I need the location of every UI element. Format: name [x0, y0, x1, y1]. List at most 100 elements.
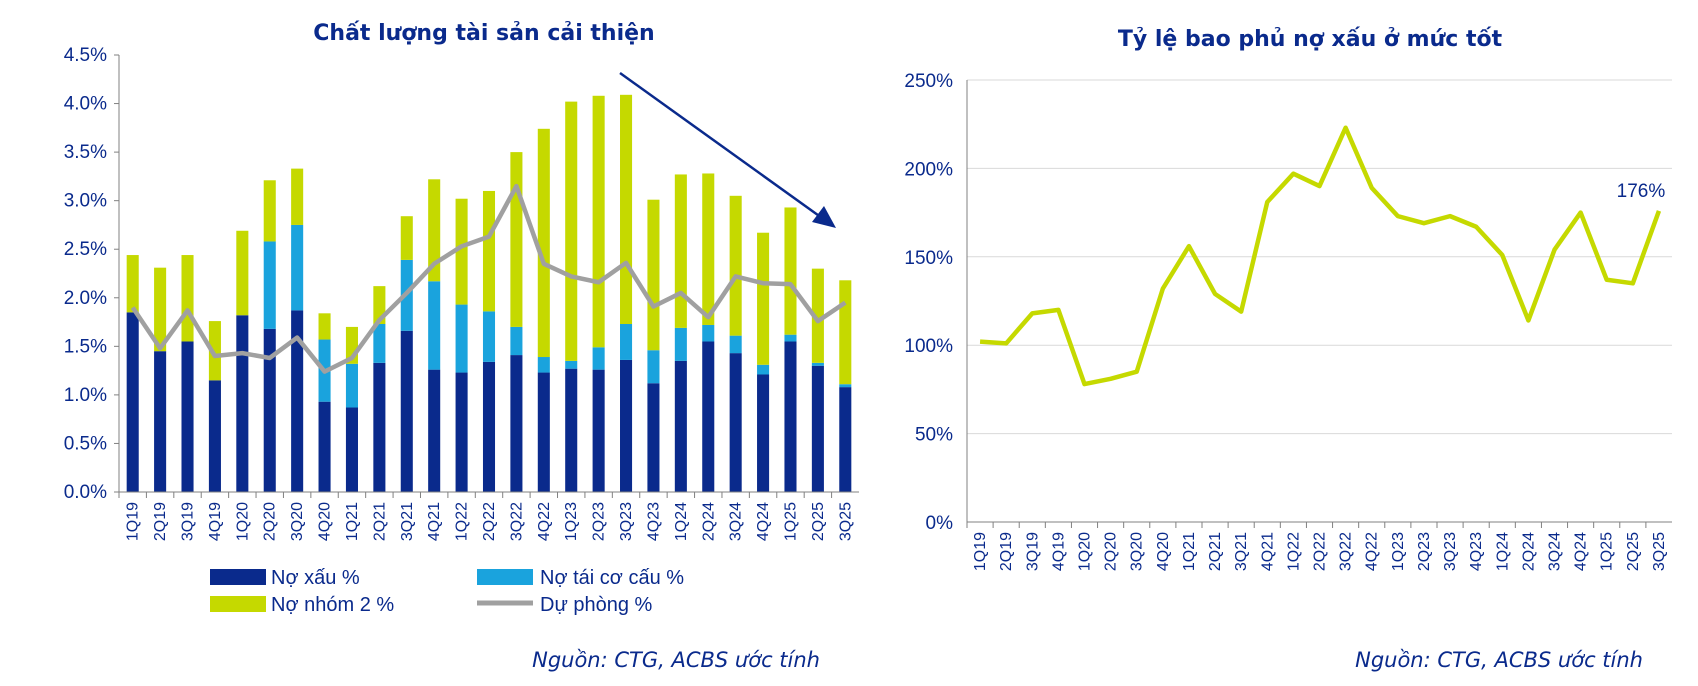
bar-npl-2Q23 [592, 369, 605, 492]
right-xtick-label: 2Q22 [1312, 532, 1329, 571]
bar-restructured-1Q25 [784, 334, 797, 342]
left-ytick-label: 2.0% [64, 288, 107, 309]
coverage-line-group [979, 125, 1662, 387]
bar-restructured-2Q20 [263, 241, 276, 329]
bar-group2-2Q22 [482, 190, 496, 312]
bar-group2-3Q21 [400, 216, 413, 260]
right-xtick-label: 1Q24 [1494, 532, 1511, 571]
bar-restructured-4Q24 [757, 364, 770, 375]
bar-npl-1Q20 [236, 315, 249, 492]
left-x-axis-ticks: 1Q19 2Q19 3Q19 4Q19 1Q20 2Q20 3Q20 4Q20 1Q21 2Q21… [118, 492, 854, 541]
bar-group2-4Q23 [647, 199, 660, 351]
right-xtick-label: 1Q25 [1599, 532, 1616, 571]
left-xtick-label: 3Q20 [289, 502, 306, 541]
left-xtick-label: 4Q22 [536, 502, 553, 541]
bar-npl-1Q21 [345, 407, 358, 492]
right-source: Nguồn: CTG, ACBS ước tính [1355, 648, 1643, 672]
bar-restructured-3Q25 [839, 384, 852, 388]
right-ytick-label: 0% [926, 513, 954, 534]
left-ytick-label: 3.0% [64, 191, 107, 212]
provision-line [130, 183, 847, 374]
right-ytick-label: 250% [904, 71, 953, 92]
bar-group2-4Q21 [428, 179, 441, 282]
left-xtick-label: 1Q24 [673, 502, 690, 541]
left-y-axis-ticks: 0.0% 0.5% 1.0% 1.5% 2.0% 2.5% 3.0% 3.5% 4.0% 4.5% [64, 45, 119, 503]
bar-group2-4Q22 [537, 128, 550, 358]
legend-label-npl: Nợ xấu % [271, 567, 360, 589]
right-ytick-label: 200% [904, 159, 953, 180]
bar-npl-1Q25 [784, 341, 797, 492]
left-xtick-label: 1Q25 [782, 502, 799, 541]
right-xtick-label: 4Q20 [1155, 532, 1172, 571]
bar-group2-2Q20 [263, 180, 276, 242]
bar-group2-1Q19 [126, 255, 139, 313]
right-xtick-label: 2Q23 [1416, 532, 1433, 571]
bar-restructured-3Q23 [620, 323, 633, 360]
left-legend: Nợ xấu % Nợ tái cơ cấu % Nợ nhóm 2 % Dự … [210, 567, 684, 616]
right-xtick-label: 3Q22 [1338, 532, 1355, 571]
right-xtick-label: 3Q25 [1651, 532, 1668, 571]
left-xtick-label: 2Q24 [700, 502, 717, 541]
provision-line-group [130, 183, 847, 374]
left-ytick-label: 0.0% [64, 482, 107, 503]
bar-restructured-4Q23 [647, 350, 660, 384]
bar-npl-4Q23 [647, 383, 660, 492]
bar-npl-2Q24 [702, 341, 715, 492]
bar-npl-3Q21 [400, 330, 413, 492]
bar-restructured-1Q24 [674, 327, 687, 361]
right-xtick-label: 2Q25 [1625, 532, 1642, 571]
bar-group2-3Q22 [510, 152, 523, 327]
right-xtick-label: 3Q20 [1129, 532, 1146, 571]
right-xtick-label: 4Q24 [1573, 532, 1590, 571]
bar-group2-1Q23 [565, 101, 578, 361]
bar-npl-1Q23 [565, 368, 578, 492]
bar-group2-2Q25 [811, 268, 824, 363]
bar-npl-4Q20 [318, 401, 331, 492]
bar-group2-3Q24 [729, 195, 742, 336]
right-xtick-label: 2Q19 [998, 532, 1015, 571]
bar-group2-1Q22 [455, 198, 468, 305]
left-xtick-label: 4Q24 [755, 502, 772, 541]
bar-npl-2Q20 [263, 328, 276, 492]
right-xtick-label: 3Q24 [1547, 532, 1564, 571]
bar-restructured-1Q21 [345, 363, 358, 408]
left-chart-title: Chất lượng tài sản cải thiện [313, 21, 654, 46]
right-xtick-label: 2Q24 [1520, 532, 1537, 571]
legend-label-group2: Nợ nhóm 2 % [271, 594, 394, 616]
right-xtick-label: 2Q20 [1103, 532, 1120, 571]
legend-label-restructured: Nợ tái cơ cấu % [540, 567, 684, 589]
left-xtick-label: 1Q21 [344, 502, 361, 541]
legend-swatch-restructured [477, 569, 533, 585]
bar-npl-1Q24 [674, 360, 687, 492]
left-ytick-label: 1.0% [64, 385, 107, 406]
left-ytick-label: 0.5% [64, 433, 107, 454]
left-ytick-label: 4.5% [64, 45, 107, 66]
bar-npl-2Q21 [373, 362, 386, 492]
right-xtick-label: 3Q21 [1233, 532, 1250, 571]
right-x-axis-ticks: 1Q19 2Q19 3Q19 4Q19 1Q20 2Q20 3Q20 4Q20 1Q21 2Q21… [966, 522, 1668, 571]
right-xtick-label: 3Q19 [1024, 532, 1041, 571]
bar-npl-3Q23 [620, 359, 633, 492]
right-xtick-label: 1Q21 [1181, 532, 1198, 571]
bar-npl-3Q22 [510, 355, 523, 492]
bar-restructured-3Q22 [510, 326, 523, 356]
left-source: Nguồn: CTG, ACBS ước tính [532, 648, 820, 672]
bar-npl-2Q22 [482, 361, 496, 492]
bar-npl-2Q25 [811, 365, 824, 492]
bar-restructured-4Q21 [428, 281, 441, 370]
left-ytick-label: 1.5% [64, 336, 107, 357]
right-chart-title: Tỷ lệ bao phủ nợ xấu ở mức tốt [1118, 27, 1503, 52]
right-xtick-label: 4Q22 [1364, 532, 1381, 571]
bar-npl-1Q22 [455, 372, 468, 492]
right-xtick-label: 4Q21 [1259, 532, 1276, 571]
left-xtick-label: 4Q19 [207, 502, 224, 541]
bar-npl-4Q22 [537, 372, 550, 492]
coverage-ratio-chart: Tỷ lệ bao phủ nợ xấu ở mức tốt 0% 50% 100%… [904, 27, 1672, 672]
bar-group2-3Q25 [839, 280, 852, 385]
bar-group2-3Q23 [620, 94, 633, 324]
bar-group2-2Q23 [592, 95, 605, 348]
left-xtick-label: 4Q21 [426, 502, 443, 541]
bar-restructured-2Q23 [592, 347, 605, 370]
right-xtick-label: 1Q19 [972, 532, 989, 571]
